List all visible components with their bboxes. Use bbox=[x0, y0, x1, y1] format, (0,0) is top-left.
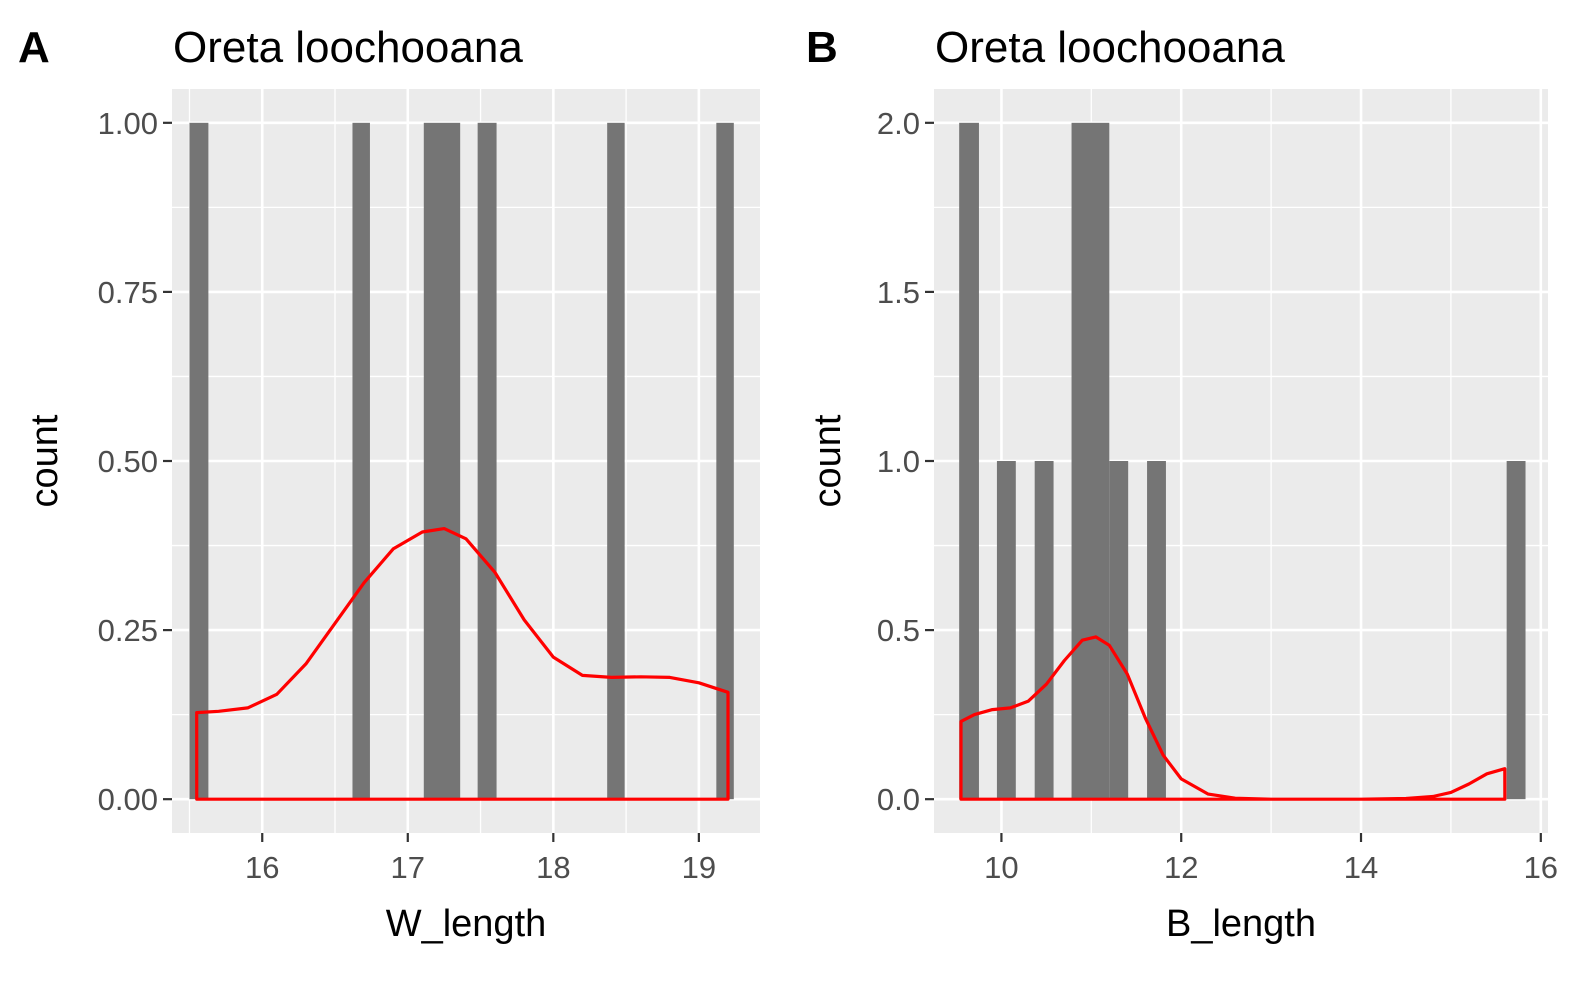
histogram-bar bbox=[1034, 461, 1054, 800]
chart-title: Oreta loochooana bbox=[935, 23, 1285, 72]
y-tick-label: 2.0 bbox=[877, 106, 920, 141]
histogram-bar bbox=[716, 122, 734, 800]
panel-tag: B bbox=[806, 23, 838, 72]
histogram-bars bbox=[959, 122, 1526, 800]
y-tick-label: 0.5 bbox=[877, 613, 920, 648]
y-axis-title: count bbox=[807, 414, 849, 507]
density-curve bbox=[195, 527, 730, 801]
x-axis-title: W_length bbox=[386, 903, 547, 945]
histogram-bar bbox=[1506, 461, 1526, 800]
y-tick-label: 1.5 bbox=[877, 275, 920, 310]
y-tick-label: 0.25 bbox=[98, 613, 158, 648]
x-tick-label: 18 bbox=[536, 850, 570, 885]
chart-title: Oreta loochooana bbox=[173, 23, 523, 72]
histogram-bar bbox=[1071, 122, 1110, 800]
y-tick-label: 0.00 bbox=[98, 782, 158, 817]
x-tick-label: 14 bbox=[1344, 850, 1378, 885]
y-tick-label: 1.00 bbox=[98, 106, 158, 141]
x-axis-title: B_length bbox=[1166, 903, 1316, 945]
x-axis-ticks: 16 17 18 19 bbox=[245, 833, 716, 885]
x-tick-label: 10 bbox=[984, 850, 1018, 885]
y-axis-title: count bbox=[24, 414, 66, 507]
panel-a: A Oreta loochooana 0.000.250.500.751.00 … bbox=[18, 23, 760, 945]
y-tick-label: 0.0 bbox=[877, 782, 920, 817]
histogram-bars bbox=[189, 122, 734, 800]
x-tick-label: 12 bbox=[1164, 850, 1198, 885]
x-tick-label: 16 bbox=[245, 850, 279, 885]
histogram-bar bbox=[352, 122, 370, 800]
histogram-bar bbox=[477, 122, 497, 800]
histogram-bar bbox=[996, 461, 1016, 800]
x-tick-label: 19 bbox=[682, 850, 716, 885]
y-tick-label: 0.50 bbox=[98, 444, 158, 479]
histogram-bar bbox=[189, 122, 209, 800]
histogram-bar bbox=[1109, 461, 1129, 800]
histogram-bar bbox=[607, 122, 625, 800]
y-axis-ticks: 0.00 0.25 0.50 0.75 1.00 bbox=[98, 106, 172, 817]
density-line bbox=[195, 527, 730, 801]
y-axis-ticks: 0.0 0.5 1.0 1.5 2.0 bbox=[877, 106, 934, 817]
histogram-bar bbox=[1147, 461, 1166, 800]
density-curve bbox=[959, 635, 1507, 801]
y-tick-label: 1.0 bbox=[877, 444, 920, 479]
panel-b: B Oreta loochooana 0.00.51.01.52.0 10 12 1… bbox=[806, 23, 1558, 945]
x-tick-label: 17 bbox=[391, 850, 425, 885]
panel-tag: A bbox=[18, 23, 50, 72]
y-tick-label: 0.75 bbox=[98, 275, 158, 310]
density-line bbox=[959, 635, 1507, 801]
histogram-bar bbox=[959, 122, 979, 800]
x-axis-ticks: 10 12 14 16 bbox=[984, 833, 1558, 885]
x-tick-label: 16 bbox=[1524, 850, 1558, 885]
histogram-bar bbox=[423, 122, 461, 800]
